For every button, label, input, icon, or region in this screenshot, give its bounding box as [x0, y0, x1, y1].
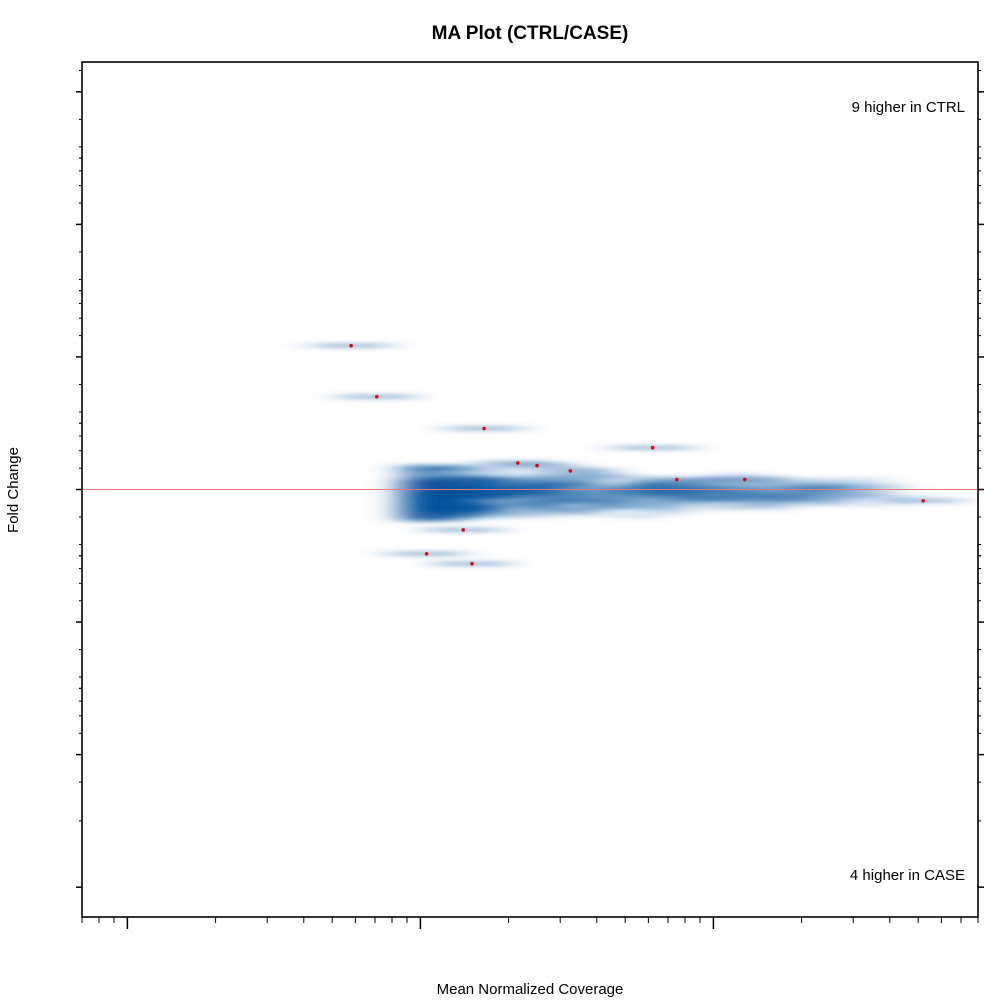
- density-stroke: [631, 500, 667, 506]
- density-stroke: [642, 488, 736, 494]
- density-stroke: [640, 491, 736, 497]
- density-stroke: [717, 505, 798, 511]
- density-stroke: [535, 506, 600, 512]
- data-point: [461, 528, 466, 532]
- data-point: [921, 499, 925, 503]
- density-stroke: [408, 503, 483, 509]
- density-stroke: [572, 485, 648, 491]
- y-axis-label: Fold Change: [5, 447, 22, 533]
- density-stroke: [829, 484, 904, 490]
- y-axis-ticks: [76, 69, 984, 888]
- density-stroke: [402, 496, 466, 502]
- density-stroke: [810, 484, 848, 490]
- density-stroke: [569, 498, 636, 504]
- density-stroke: [402, 465, 483, 471]
- density-cloud: [313, 343, 962, 567]
- density-stroke: [762, 478, 818, 484]
- density-stroke: [739, 501, 834, 507]
- density-stroke: [402, 488, 474, 494]
- outlier-points: [349, 343, 925, 566]
- data-point: [470, 561, 474, 566]
- density-stroke: [720, 472, 757, 478]
- chart-title: MA Plot (CTRL/CASE): [432, 23, 629, 44]
- density-stroke: [537, 492, 579, 498]
- density-stroke: [785, 488, 840, 494]
- density-stroke: [675, 480, 756, 486]
- x-axis-label: Mean Normalized Coverage: [437, 981, 624, 998]
- density-stroke: [447, 509, 527, 515]
- density-stroke: [629, 481, 705, 487]
- data-point: [375, 394, 379, 399]
- data-point: [349, 343, 353, 348]
- density-stroke: [801, 479, 833, 485]
- density-stroke: [439, 472, 470, 478]
- data-point: [675, 477, 679, 482]
- data-point: [516, 461, 520, 465]
- density-stroke: [718, 497, 799, 503]
- density-stroke: [402, 499, 467, 505]
- density-stroke: [644, 508, 698, 514]
- density-stroke: [453, 490, 546, 496]
- density-stroke: [457, 493, 495, 499]
- density-stroke: [723, 488, 777, 494]
- density-stroke: [502, 503, 553, 509]
- density-stroke: [533, 488, 609, 494]
- density-stroke: [630, 502, 719, 508]
- density-stroke: [847, 479, 880, 485]
- density-stroke: [611, 513, 663, 519]
- density-stroke: [825, 493, 918, 499]
- annotation-higher-ctrl: 9 higher in CTRL: [852, 99, 965, 116]
- x-axis-ticks: [81, 917, 979, 929]
- density-blur-group: [313, 343, 962, 567]
- density-stroke: [743, 492, 800, 498]
- density-stroke: [533, 498, 582, 504]
- data-point: [424, 552, 429, 556]
- density-stroke: [495, 488, 546, 494]
- density-stroke: [402, 494, 499, 500]
- density-stroke: [815, 499, 846, 505]
- density-stroke: [662, 498, 706, 504]
- data-point: [743, 477, 747, 482]
- density-stroke: [402, 480, 478, 486]
- density-stroke: [402, 470, 452, 476]
- density-stroke: [728, 483, 824, 489]
- annotation-higher-case: 4 higher in CASE: [850, 867, 965, 884]
- density-stroke: [699, 495, 733, 501]
- density-stroke: [516, 505, 553, 511]
- density-stroke: [564, 511, 605, 517]
- density-stroke: [836, 502, 907, 508]
- data-point: [482, 426, 486, 431]
- density-stroke: [402, 512, 453, 518]
- density-stroke: [559, 473, 618, 479]
- density-stroke: [473, 505, 509, 511]
- density-stroke: [472, 474, 560, 480]
- density-stroke: [409, 515, 476, 521]
- density-stroke: [689, 484, 744, 490]
- data-point: [650, 445, 655, 450]
- density-stroke: [566, 480, 662, 486]
- data-point: [535, 463, 539, 468]
- density-stroke: [742, 501, 783, 507]
- density-stroke: [469, 513, 555, 519]
- data-point: [568, 469, 573, 473]
- density-stroke: [524, 482, 601, 488]
